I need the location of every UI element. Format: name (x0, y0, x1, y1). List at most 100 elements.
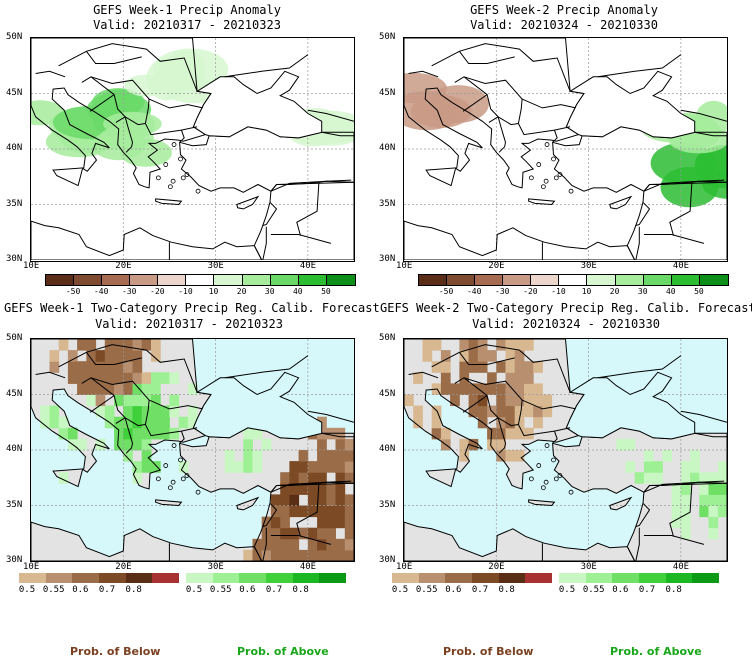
probability-cell (86, 350, 97, 362)
probability-cell (344, 461, 354, 473)
probability-cell (270, 549, 281, 561)
probability-cell (708, 516, 719, 529)
colorbar-swatch (45, 573, 73, 583)
coastline (155, 198, 183, 206)
probability-cell (67, 361, 78, 373)
probability-cell (317, 516, 327, 529)
colorbar-swatch (214, 275, 243, 285)
probability-cell (77, 438, 87, 451)
colorbar-tick-label: 0.8 (125, 585, 142, 595)
colorbar-swatch (559, 573, 586, 583)
probability-cell (49, 361, 60, 373)
probability-cell (280, 538, 290, 551)
colorbar-swatch (74, 275, 103, 285)
map-week2-anomaly (403, 37, 728, 262)
colorbar-swatch (585, 573, 613, 583)
probability-cell (459, 361, 470, 373)
probability-cell (496, 438, 506, 451)
colorbar-swatch (503, 275, 532, 285)
colorbar-swatch (270, 275, 299, 285)
probability-cell (77, 383, 87, 395)
island (536, 463, 542, 468)
probability-cell (505, 339, 516, 351)
probability-cell (270, 494, 281, 506)
colorbar-tick-label: 0.5 (558, 585, 576, 595)
country-border (694, 131, 727, 137)
latitude-tick-label: 40N (379, 143, 396, 153)
probability-cell (662, 450, 673, 462)
coastline (236, 496, 260, 511)
probability-cell (459, 350, 470, 362)
colorbar-swatch (158, 275, 187, 285)
longitude-tick-label: 30E (580, 261, 597, 271)
latitude-tick-label: 45N (379, 388, 396, 399)
colorbar-tick-label: -20 (150, 287, 165, 296)
probability-cell (123, 361, 133, 373)
probability-cell (307, 483, 318, 495)
colorbar-tick-label: 10 (208, 287, 219, 296)
probability-cell (533, 361, 543, 373)
probability-cell (86, 339, 97, 351)
probability-cell (533, 405, 543, 418)
country-border (296, 182, 320, 236)
probability-cell (151, 372, 161, 384)
country-border (408, 371, 439, 379)
colorbar-swatch (692, 573, 719, 583)
coastline (52, 468, 84, 488)
country-border (408, 70, 439, 78)
colorbar-tick-label: -50 (438, 287, 454, 296)
country-border (521, 399, 576, 410)
colorbar-tick-label: 0.7 (471, 585, 489, 595)
probability-cell (114, 416, 124, 429)
probability-cell (307, 549, 318, 561)
island (171, 443, 177, 448)
colorbar-tick-label: -40 (466, 287, 482, 296)
country-border (643, 179, 725, 192)
probability-cell (496, 383, 506, 395)
probability-cell (123, 383, 133, 395)
country-border (179, 129, 185, 143)
map-canvas (404, 339, 727, 561)
country-border (86, 351, 142, 365)
colorbar-swatch (587, 275, 616, 285)
country-border (643, 480, 725, 493)
country-border (321, 432, 354, 438)
island (163, 162, 169, 167)
probability-cell (708, 527, 719, 540)
probability-cell (187, 383, 198, 395)
probability-cell (151, 461, 161, 473)
panel-valid-dates: Valid: 20210317 - 20210323 (95, 317, 283, 331)
probability-cell (58, 472, 69, 484)
probability-cell (132, 427, 143, 440)
probability-cell (123, 394, 133, 407)
country-border (179, 430, 185, 444)
colorbar-tick-label: -30 (495, 287, 510, 296)
colorbar-tick-label: 40 (665, 287, 676, 296)
probability-cell (431, 361, 442, 373)
probability-cell (289, 549, 300, 561)
probability-cell (344, 505, 354, 518)
probability-cell (514, 350, 525, 362)
map-week1-probability (30, 338, 355, 562)
colorbar-tick-label: 0.55 (415, 585, 438, 595)
island (167, 485, 173, 491)
probability-cell (496, 405, 506, 418)
probability-cell (468, 350, 479, 362)
colorbar-swatch (447, 275, 476, 285)
coastline (404, 521, 636, 561)
colorbar-tick-label: 0.7 (265, 585, 283, 595)
coastline (609, 195, 633, 210)
probability-cell (326, 494, 336, 506)
probability-cell (169, 405, 180, 418)
probability-cell (431, 339, 442, 351)
island (544, 443, 550, 448)
country-border (224, 355, 309, 379)
probability-cell (49, 416, 60, 429)
probability-cell (114, 394, 124, 407)
probability-cell (505, 416, 516, 429)
probability-cell (298, 472, 309, 484)
probability-cell (289, 494, 300, 506)
island (543, 178, 549, 184)
probability-cell (49, 405, 60, 418)
probability-cell (477, 339, 488, 351)
